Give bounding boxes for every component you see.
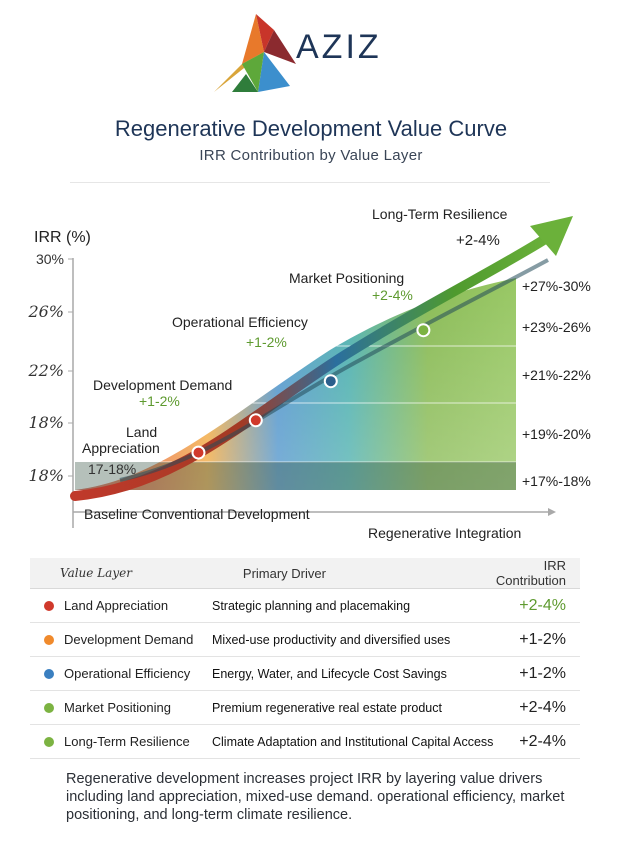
value-curve-chart: IRR (%) 30% 26% 22% 18% 18% +27%-30% +23%-26% +2… <box>27 206 591 541</box>
layer-irr: +1-2% <box>519 664 566 682</box>
curve-point-3 <box>323 374 338 389</box>
y-axis-label: IRR (%) <box>34 229 91 246</box>
layer-color-dot <box>44 702 54 713</box>
layer-name: Market Positioning <box>64 700 171 715</box>
divider <box>70 182 550 183</box>
layer-driver: Strategic planning and placemaking <box>212 598 411 613</box>
layer-color-dot <box>44 634 54 645</box>
curve-point-2 <box>248 413 263 428</box>
y-tick-label: 22% <box>27 361 64 380</box>
x-axis-baseline-label: Baseline Conventional Development <box>84 506 310 522</box>
curve-arrowhead <box>530 216 573 256</box>
label-market-positioning: Market Positioning <box>289 270 404 286</box>
x-axis-label: Regenerative Integration <box>368 525 521 541</box>
summary-note: Regenerative development increases proje… <box>66 771 565 823</box>
y-tick-label: 18% <box>28 466 64 485</box>
page-title: Regenerative Development Value Curve <box>114 116 508 141</box>
header-irr-contribution: IRR Contribution <box>495 558 566 588</box>
layer-irr: +1-2% <box>519 630 566 648</box>
layer-color-dot <box>44 600 54 611</box>
label-long-term-resilience: Long-Term Resilience <box>372 206 508 222</box>
label-operational-efficiency: Operational Efficiency <box>172 314 308 330</box>
table-header: Value Layer Primary Driver IRR Contribut… <box>30 558 580 589</box>
label-operational-value: +1-2% <box>246 334 287 350</box>
label-development-value: +1-2% <box>139 393 180 409</box>
label-land: Land <box>126 424 157 440</box>
layer-name: Operational Efficiency <box>64 666 191 681</box>
aziz-logo-icon <box>214 14 296 92</box>
band-label: +23%-26% <box>522 319 591 335</box>
layer-irr: +2-4% <box>519 596 566 614</box>
table-row: Long-Term Resilience Climate Adaptation … <box>30 725 580 759</box>
layer-driver: Mixed-use productivity and diversified u… <box>212 632 451 647</box>
y-tick-label: 30% <box>36 251 64 267</box>
label-land-value: 17-18% <box>88 461 136 477</box>
header-primary-driver: Primary Driver <box>242 565 326 581</box>
layer-name: Land Appreciation <box>64 598 169 613</box>
band-label: +19%-20% <box>522 426 591 442</box>
table-row: Development Demand Mixed-use productivit… <box>30 623 580 657</box>
layer-name: Development Demand <box>64 632 194 647</box>
brand-name: AZIZ <box>296 28 382 66</box>
band-label: +17%-18% <box>522 473 591 489</box>
layer-irr: +2-4% <box>519 732 566 750</box>
label-development-demand: Development Demand <box>93 377 232 393</box>
page-subtitle: IRR Contribution by Value Layer <box>199 147 423 164</box>
layer-driver: Premium regenerative real estate product <box>212 700 442 715</box>
y-tick-label: 26% <box>27 302 64 321</box>
header-value-layer: Value Layer <box>60 566 132 580</box>
label-long-term-value: +2-4% <box>456 232 500 249</box>
value-curve <box>70 231 555 501</box>
value-layer-table: Value Layer Primary Driver IRR Contribut… <box>30 558 580 759</box>
layer-color-dot <box>44 736 54 747</box>
x-axis-arrow <box>548 508 556 516</box>
label-land-appreciation: Appreciation <box>82 440 160 456</box>
layer-driver: Climate Adaptation and Institutional Cap… <box>212 734 494 749</box>
table-row: Land Appreciation Strategic planning and… <box>30 589 580 623</box>
curve-point-4 <box>416 323 431 338</box>
table-row: Market Positioning Premium regenerative … <box>30 691 580 725</box>
band-label: +27%-30% <box>522 278 591 294</box>
curve-point-1 <box>191 445 206 460</box>
layer-irr: +2-4% <box>519 698 566 716</box>
layer-name: Long-Term Resilience <box>64 734 190 749</box>
table-row: Operational Efficiency Energy, Water, an… <box>30 657 580 691</box>
layer-color-dot <box>44 668 54 679</box>
band-label: +21%-22% <box>522 367 591 383</box>
label-market-value: +2-4% <box>372 287 413 303</box>
y-tick-label: 18% <box>28 413 64 432</box>
layer-driver: Energy, Water, and Lifecycle Cost Saving… <box>212 666 447 681</box>
